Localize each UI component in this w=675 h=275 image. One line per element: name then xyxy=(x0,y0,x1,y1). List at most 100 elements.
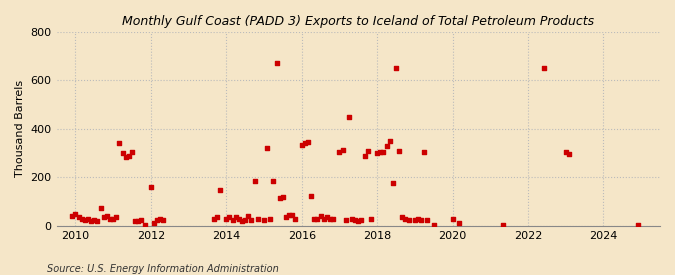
Point xyxy=(381,144,392,148)
Point xyxy=(274,196,285,200)
Point xyxy=(454,221,464,226)
Point xyxy=(136,218,146,222)
Point xyxy=(412,216,423,221)
Point xyxy=(215,187,225,192)
Point xyxy=(447,216,458,221)
Text: Source: U.S. Energy Information Administration: Source: U.S. Energy Information Administ… xyxy=(47,264,279,274)
Point xyxy=(120,155,131,159)
Point xyxy=(290,216,301,221)
Point xyxy=(410,218,421,222)
Point xyxy=(130,219,140,223)
Point xyxy=(105,216,115,221)
Point xyxy=(209,216,219,221)
Point xyxy=(271,61,282,66)
Point xyxy=(325,216,335,221)
Point xyxy=(243,214,254,218)
Point xyxy=(145,185,156,189)
Point xyxy=(89,218,100,222)
Point xyxy=(539,66,549,70)
Point xyxy=(80,218,90,222)
Point xyxy=(111,215,122,220)
Point xyxy=(281,215,292,220)
Point xyxy=(400,216,411,221)
Point xyxy=(124,153,134,158)
Point xyxy=(346,216,357,221)
Point xyxy=(227,218,238,222)
Point xyxy=(296,142,307,147)
Point xyxy=(148,221,159,226)
Point xyxy=(139,222,150,227)
Point xyxy=(101,214,112,218)
Point xyxy=(321,215,332,220)
Point xyxy=(328,216,339,221)
Point xyxy=(211,215,222,220)
Point xyxy=(300,141,310,146)
Point xyxy=(350,218,360,222)
Point xyxy=(240,218,250,222)
Point xyxy=(114,141,125,146)
Point xyxy=(117,151,128,155)
Title: Monthly Gulf Coast (PADD 3) Exports to Iceland of Total Petroleum Products: Monthly Gulf Coast (PADD 3) Exports to I… xyxy=(122,15,594,28)
Point xyxy=(252,216,263,221)
Point xyxy=(309,216,320,221)
Point xyxy=(378,150,389,154)
Point xyxy=(359,153,370,158)
Point xyxy=(560,150,571,154)
Point xyxy=(302,140,313,144)
Point xyxy=(429,222,439,227)
Point xyxy=(365,216,376,221)
Y-axis label: Thousand Barrels: Thousand Barrels xyxy=(15,80,25,177)
Point xyxy=(73,215,84,220)
Point xyxy=(70,211,81,216)
Point xyxy=(127,150,138,154)
Point xyxy=(340,218,351,222)
Point xyxy=(265,216,275,221)
Point xyxy=(419,150,430,154)
Point xyxy=(249,179,260,183)
Point xyxy=(312,216,323,221)
Point xyxy=(152,218,163,222)
Point xyxy=(67,214,78,218)
Point xyxy=(284,213,294,217)
Point xyxy=(403,218,414,222)
Point xyxy=(133,219,144,223)
Point xyxy=(92,219,103,223)
Point xyxy=(632,222,643,227)
Point xyxy=(362,148,373,153)
Point xyxy=(76,216,87,221)
Point xyxy=(306,193,317,198)
Point xyxy=(224,215,235,220)
Point xyxy=(337,147,348,152)
Point xyxy=(230,215,241,220)
Point xyxy=(268,179,279,183)
Point xyxy=(234,216,244,221)
Point xyxy=(315,214,326,218)
Point xyxy=(108,216,119,221)
Point xyxy=(259,218,269,222)
Point xyxy=(497,222,508,227)
Point xyxy=(158,218,169,222)
Point xyxy=(246,218,256,222)
Point xyxy=(287,213,298,217)
Point xyxy=(356,218,367,222)
Point xyxy=(372,151,383,155)
Point xyxy=(384,139,395,143)
Point xyxy=(334,150,345,154)
Point xyxy=(221,216,232,221)
Point xyxy=(564,152,574,156)
Point xyxy=(394,148,404,153)
Point xyxy=(277,195,288,199)
Point xyxy=(387,181,398,186)
Point xyxy=(416,218,427,222)
Point xyxy=(99,215,109,220)
Point xyxy=(391,66,402,70)
Point xyxy=(353,219,364,223)
Point xyxy=(86,219,97,223)
Point xyxy=(319,216,329,221)
Point xyxy=(237,219,248,223)
Point xyxy=(397,215,408,220)
Point xyxy=(95,205,106,210)
Point xyxy=(422,218,433,222)
Point xyxy=(262,146,273,150)
Point xyxy=(82,216,93,221)
